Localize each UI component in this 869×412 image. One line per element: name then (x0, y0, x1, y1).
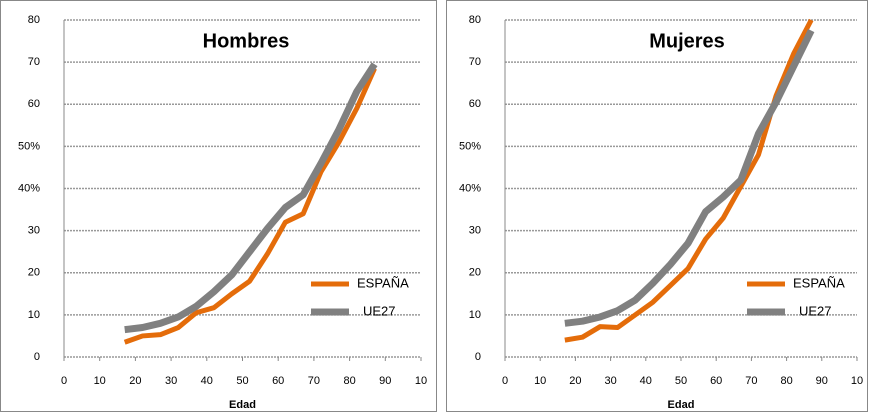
x-tick-label: 10 (415, 375, 427, 387)
legend-label: ESPAÑA (793, 275, 845, 290)
x-tick-label: 50 (675, 375, 687, 387)
y-tick-label: 70 (469, 56, 481, 68)
x-tick-label: 90 (816, 375, 828, 387)
y-tick-label: 80 (28, 14, 40, 26)
chart-title: Mujeres (649, 30, 725, 52)
legend-label: ESPAÑA (357, 275, 409, 290)
x-tick-label: 90 (379, 375, 391, 387)
data-line (564, 18, 814, 343)
y-tick-label: 30 (28, 225, 40, 237)
x-tick-label: 70 (308, 375, 320, 387)
x-tick-label: 70 (745, 375, 757, 387)
data-line (124, 62, 378, 334)
x-tick-label: 10 (851, 375, 863, 387)
y-tick-label: 40% (18, 182, 40, 194)
x-tick-label: 10 (534, 375, 546, 387)
y-tick-label: 70 (28, 56, 40, 68)
y-tick-label: 40% (459, 182, 481, 194)
y-tick-label: 60 (28, 98, 40, 110)
y-tick-label: 0 (475, 351, 481, 363)
x-tick-label: 20 (569, 375, 581, 387)
y-tick-label: 20 (28, 267, 40, 279)
x-tick-label: 10 (94, 375, 106, 387)
y-tick-label: 10 (469, 309, 481, 321)
y-tick-label: 0 (34, 351, 40, 363)
data-line (123, 67, 377, 345)
chart-title: Hombres (203, 30, 290, 52)
x-tick-label: 60 (710, 375, 722, 387)
x-tick-label: 50 (236, 375, 248, 387)
x-tick-label: 30 (165, 375, 177, 387)
x-tick-label: 20 (129, 375, 141, 387)
x-tick-label: 0 (61, 375, 67, 387)
y-tick-label: 60 (469, 98, 481, 110)
y-tick-label: 20 (469, 267, 481, 279)
legend-label: UE27 (363, 303, 396, 318)
y-tick-label: 10 (28, 309, 40, 321)
legend-label: UE27 (799, 303, 832, 318)
x-tick-label: 40 (201, 375, 213, 387)
y-tick-label: 50% (459, 140, 481, 152)
x-tick-label: 0 (502, 375, 508, 387)
x-tick-label: 80 (343, 375, 355, 387)
x-tick-label: 60 (272, 375, 284, 387)
x-tick-label: 40 (640, 375, 652, 387)
x-axis-label: Edad (229, 399, 256, 411)
x-tick-label: 30 (604, 375, 616, 387)
y-tick-label: 50% (18, 140, 40, 152)
y-tick-label: 30 (469, 225, 481, 237)
x-tick-label: 80 (780, 375, 792, 387)
data-line (564, 28, 815, 327)
y-tick-label: 80 (469, 14, 481, 26)
x-axis-label: Edad (668, 399, 695, 411)
